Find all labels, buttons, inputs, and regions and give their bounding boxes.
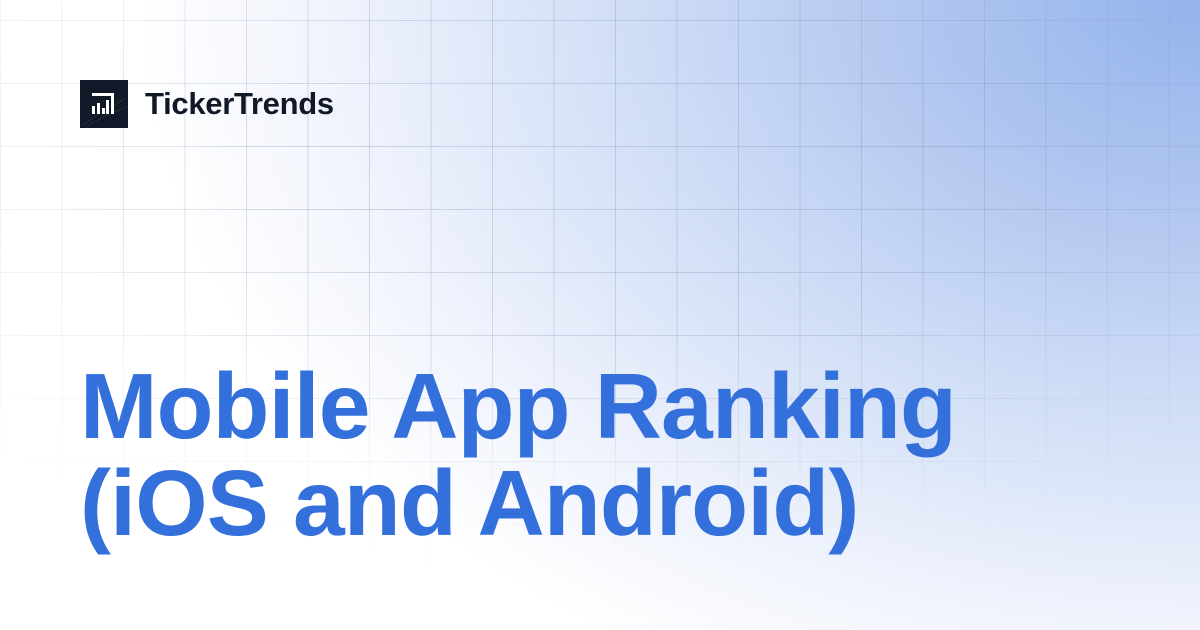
brand-name: TickerTrends <box>145 86 334 121</box>
brand-logo: TickerTrends <box>80 80 334 128</box>
title-line-1: Mobile App Ranking <box>80 354 957 458</box>
title-line-2: (iOS and Android) <box>80 451 859 555</box>
bar-chart-logo-icon <box>80 80 128 128</box>
page-title: Mobile App Ranking (iOS and Android) <box>80 358 957 555</box>
